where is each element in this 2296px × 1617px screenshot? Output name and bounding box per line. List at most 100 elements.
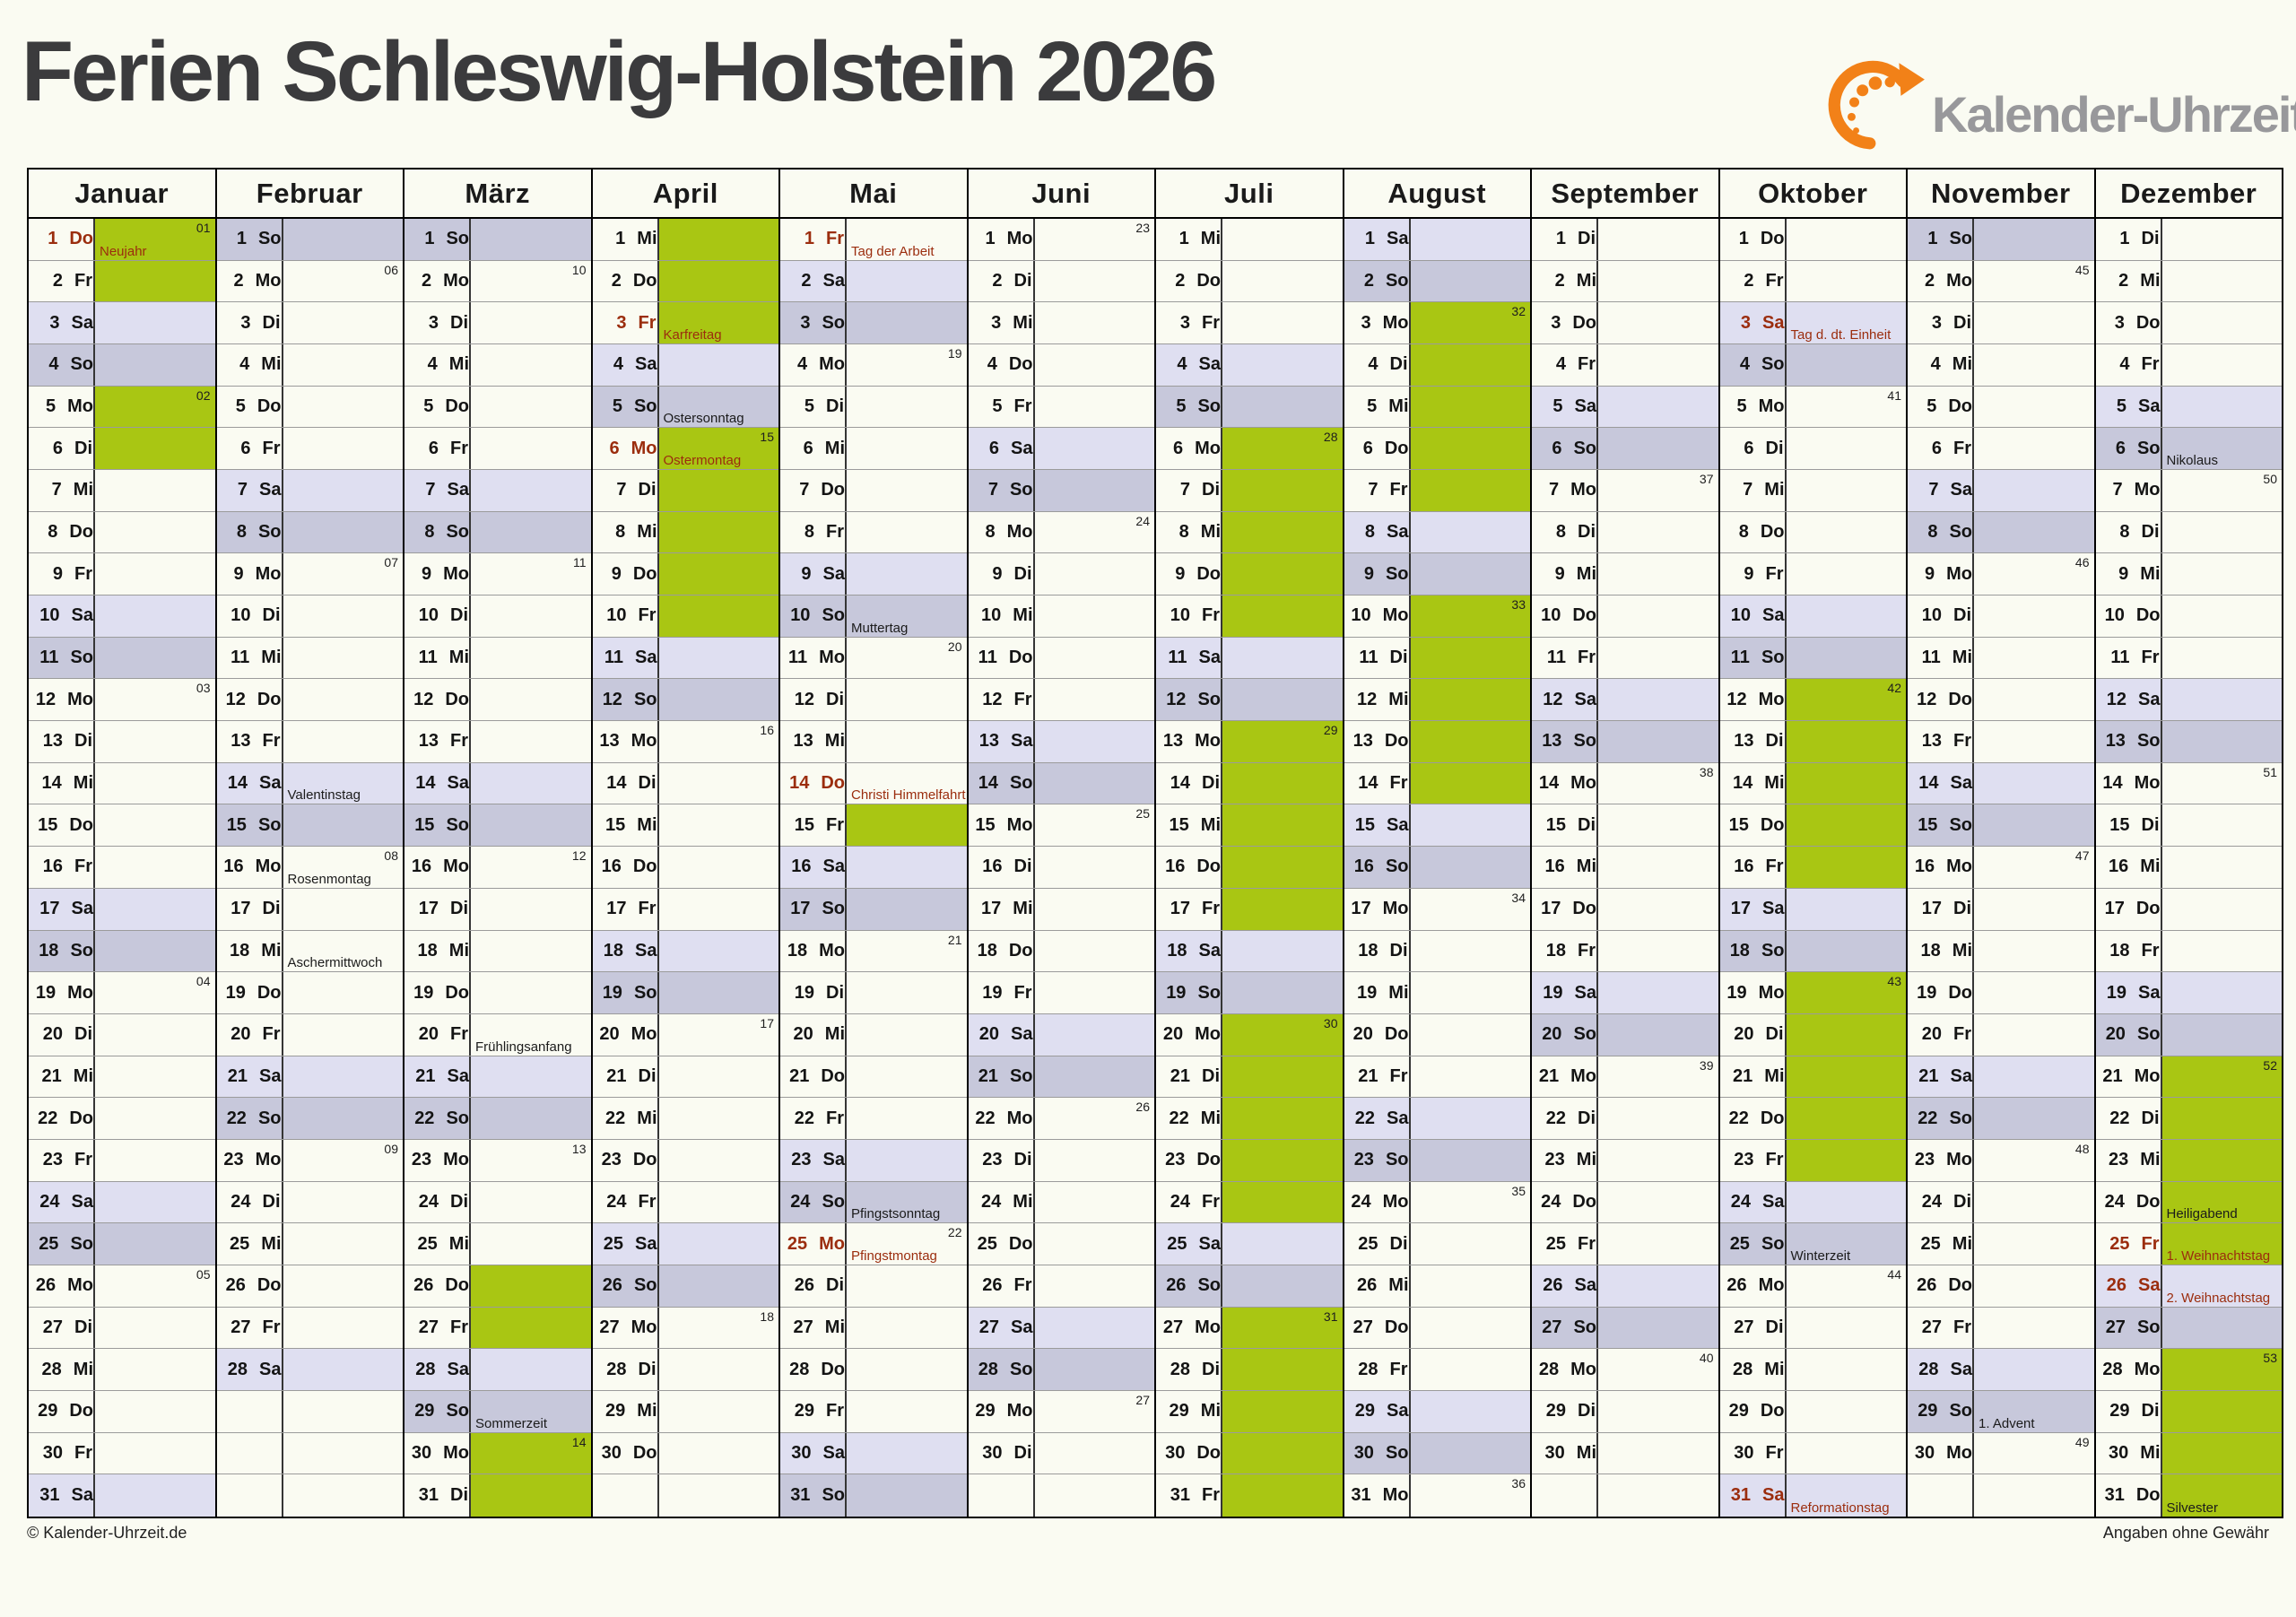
weekday-abbrev: Sa (1198, 1233, 1221, 1254)
day-row: 2 So (1344, 260, 1530, 303)
day-cell: 22 Sa (1344, 1098, 1411, 1139)
weekday-abbrev: Sa (1950, 1065, 1972, 1086)
weekday-abbrev: Mo (255, 856, 282, 877)
info-cell (1035, 596, 1155, 637)
day-cell: 24 Di (1908, 1181, 1974, 1223)
day-number: 11 (418, 648, 438, 668)
info-cell (283, 1349, 403, 1390)
month-header: April (592, 170, 778, 219)
day-number: 13 (1352, 731, 1373, 752)
weekday-abbrev: Sa (635, 1233, 657, 1254)
info-cell (847, 721, 967, 762)
weekday-abbrev: Mi (1200, 522, 1221, 543)
weekday-abbrev: Fr (2141, 354, 2160, 375)
day-row: 16 Mi (2095, 847, 2283, 889)
day-number: 25 (787, 1233, 808, 1254)
weekday-abbrev: Do (69, 522, 93, 543)
day-row: 9 Mo 46 (1908, 553, 2094, 596)
weekday-abbrev: Mo (443, 271, 469, 291)
day-cell: 6 So (1532, 428, 1598, 470)
day-number: 10 (39, 605, 60, 626)
day-cell: 13 Fr (217, 721, 283, 762)
day-number: 6 (1931, 438, 1942, 458)
day-cell: 26 Di (780, 1265, 847, 1307)
weekday-abbrev: Fr (638, 899, 657, 919)
weekday-abbrev: Fr (1765, 271, 1784, 291)
info-cell (2162, 847, 2283, 888)
weekday-abbrev: Mo (819, 1233, 845, 1254)
info-cell (659, 1433, 779, 1474)
day-row: 2 Do (592, 260, 778, 303)
info-cell (658, 596, 778, 637)
day-row (593, 1474, 779, 1517)
info-cell (1974, 302, 2094, 343)
weekday-abbrev: Mi (1764, 1359, 1785, 1379)
info-cell (1787, 1391, 1907, 1432)
info-cell (1222, 679, 1343, 721)
weekday-abbrev: Di (1389, 940, 1408, 961)
day-row (969, 1474, 1155, 1517)
day-number: 30 (791, 1442, 812, 1463)
day-cell: 2 Fr (29, 260, 95, 302)
day-cell: 24 Di (404, 1181, 471, 1223)
info-cell (2162, 931, 2283, 972)
day-cell: 27 Mo (1156, 1307, 1222, 1349)
day-cell: 18 Fr (1532, 930, 1598, 972)
weekday-abbrev: Fr (1202, 312, 1220, 333)
info-cell (95, 1349, 215, 1390)
day-cell: 23 Do (1156, 1139, 1222, 1181)
day-row: 12 Mo 03 (29, 679, 215, 722)
info-cell (2162, 302, 2283, 343)
info-cell (1787, 1349, 1907, 1390)
day-row: 8 Do (1719, 511, 1906, 554)
day-cell: 4 Do (969, 344, 1035, 386)
day-cell: 6 So (2095, 428, 2162, 470)
day-number: 26 (1917, 1275, 1937, 1296)
weekday-abbrev: Mi (637, 814, 657, 835)
day-cell: 1 Do (29, 219, 95, 260)
day-row: 6 Mo 28 (1156, 428, 1343, 471)
info-cell (847, 1139, 967, 1181)
day-cell: 19 Mi (1344, 972, 1411, 1013)
day-number: 2 (801, 271, 812, 291)
day-cell: 1 Di (1532, 219, 1598, 260)
weekday-abbrev: So (70, 648, 93, 668)
weekday-abbrev: Mi (1576, 1442, 1596, 1463)
day-cell: 30 Mi (1532, 1432, 1598, 1474)
info-cell (283, 1223, 404, 1265)
day-cell: 6 Mi (780, 428, 847, 470)
weekday-abbrev: Mi (1764, 480, 1785, 500)
weekday-abbrev: So (1385, 1442, 1409, 1463)
day-number: 20 (1162, 1024, 1184, 1045)
day-cell: 16 Di (969, 847, 1035, 888)
day-cell: 6 Mo (1156, 428, 1222, 470)
day-row: 21 Fr (1344, 1056, 1530, 1099)
day-cell: 27 Di (1720, 1307, 1787, 1349)
day-number: 25 (417, 1233, 438, 1254)
info-cell (283, 387, 404, 428)
info-cell (1598, 1140, 1718, 1181)
day-number: 16 (42, 856, 63, 877)
day-row: 29 Do (29, 1390, 215, 1433)
day-cell: 13 So (1532, 721, 1598, 762)
day-number: 1 (48, 229, 58, 249)
day-number: 24 (418, 1191, 439, 1212)
day-row: 13 Do (1344, 721, 1530, 763)
info-cell (1034, 1056, 1154, 1098)
holiday-label: Rosenmontag (287, 871, 371, 887)
day-number: 23 (982, 1150, 1003, 1170)
day-row: 25 Do (968, 1223, 1154, 1265)
weekday-abbrev: Do (257, 396, 282, 417)
weekday-abbrev: Di (1389, 648, 1408, 668)
day-cell: 3 Mo (1344, 302, 1411, 344)
info-cell: 51 (2162, 763, 2283, 804)
weekday-abbrev: Fr (826, 814, 844, 835)
day-row: 27 So (1532, 1307, 1718, 1350)
day-cell: 28 Do (780, 1349, 847, 1390)
day-cell: 14 Sa (1908, 762, 1974, 804)
info-cell (471, 344, 591, 386)
day-cell: 21 Mi (1720, 1056, 1787, 1098)
info-cell (1035, 847, 1155, 888)
info-cell: 15 Ostermontag (658, 428, 778, 470)
day-cell: 8 Sa (1344, 511, 1411, 553)
